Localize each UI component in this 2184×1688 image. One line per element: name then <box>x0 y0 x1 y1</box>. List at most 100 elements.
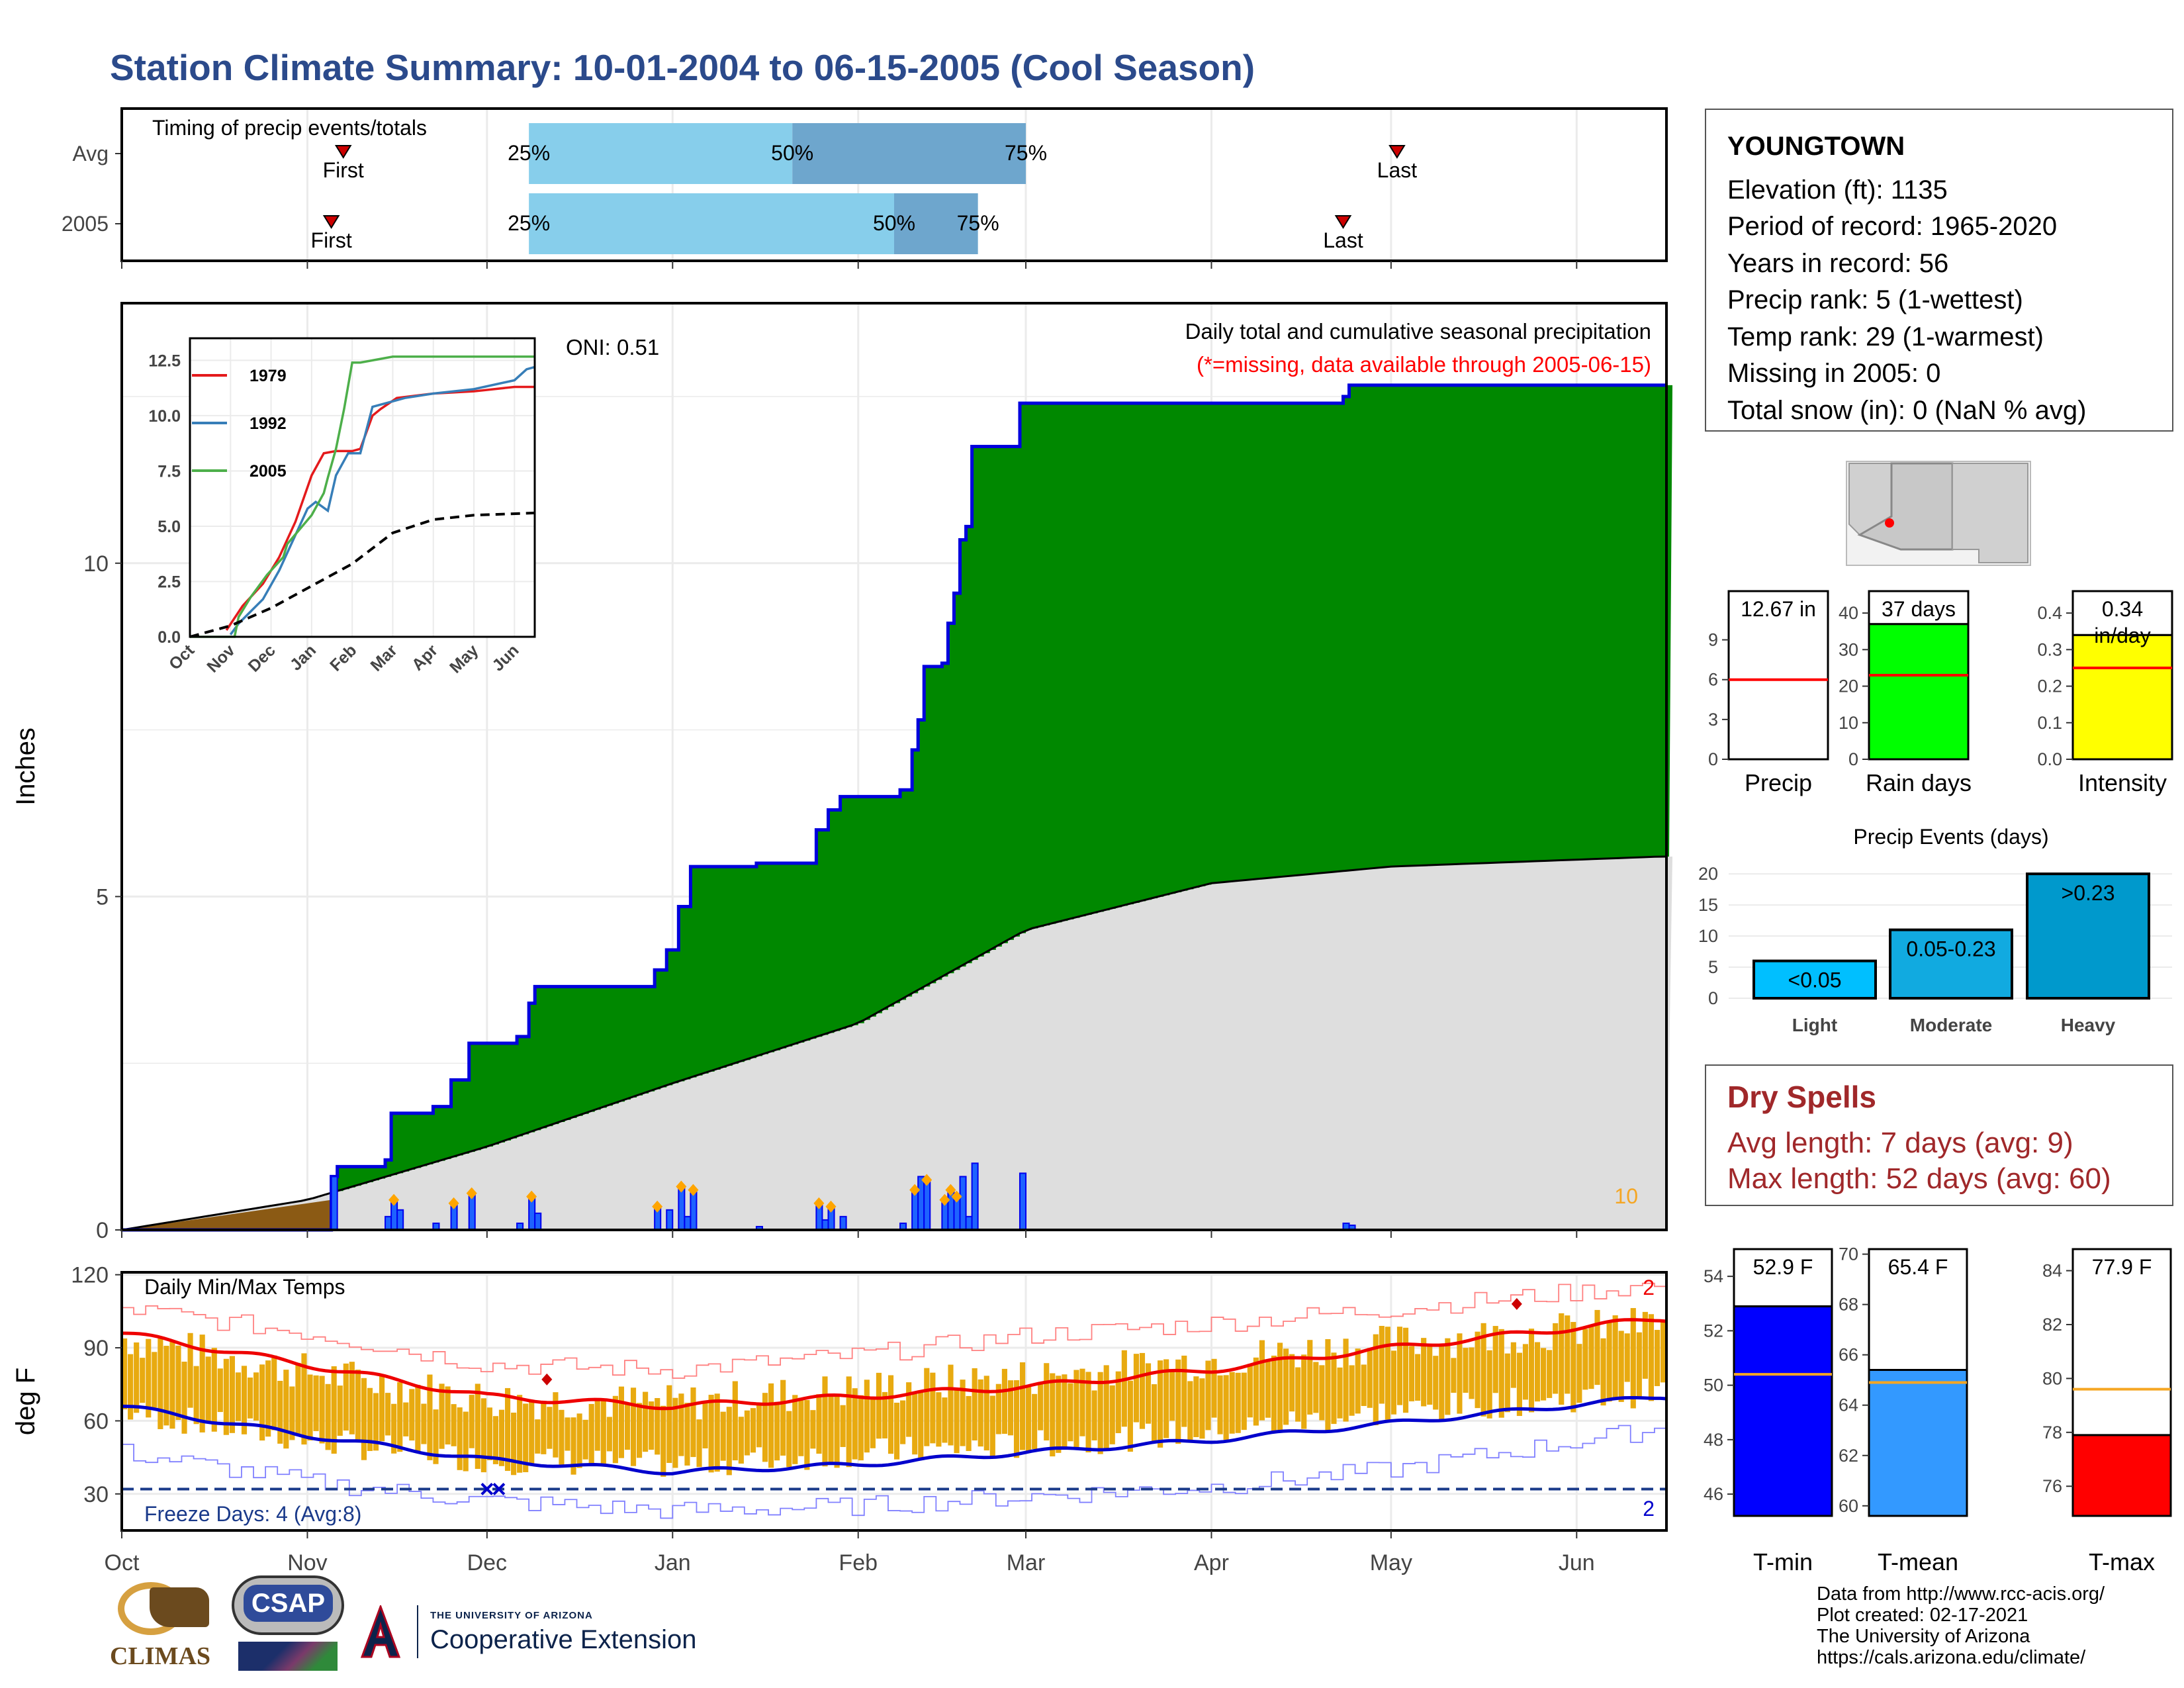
daily-temp-range-bar <box>1121 1350 1127 1427</box>
daily-temp-range-bar <box>655 1398 660 1455</box>
events-bar-label: 0.05-0.23 <box>1906 937 1995 961</box>
daily-temp-range-bar <box>1097 1372 1103 1454</box>
locator-map <box>1846 461 2031 566</box>
events-tick-label: 15 <box>1698 895 1718 915</box>
gauge-tick-label: 64 <box>1839 1395 1858 1415</box>
heavy-event-marker <box>951 1190 962 1203</box>
daily-temp-range-bar <box>475 1383 480 1469</box>
daily-temp-range-bar <box>1510 1342 1516 1388</box>
daily-temp-range-bar <box>433 1409 439 1464</box>
daily-precip-bar <box>690 1189 698 1231</box>
gauge-tick-label: 0.2 <box>2037 677 2062 696</box>
record-high-marker <box>541 1373 553 1385</box>
station-snow: Total snow (in): 0 (NaN % avg) <box>1727 395 2087 425</box>
daily-temp-range-bar <box>1001 1368 1007 1434</box>
main-y-tick-label: 10 <box>83 551 109 577</box>
daily-temp-range-bar <box>612 1395 618 1464</box>
daily-temp-range-bar <box>1331 1352 1337 1425</box>
daily-precip-bar <box>385 1215 392 1231</box>
daily-temp-range-bar <box>1229 1372 1235 1434</box>
x-axis-month-label: Oct <box>105 1550 140 1575</box>
daily-temp-range-bar <box>541 1402 547 1454</box>
timing-pct-label: 25% <box>508 141 550 165</box>
daily-temp-range-bar <box>1019 1362 1026 1450</box>
gauge-value-bar <box>2071 1434 2172 1517</box>
gauge-tick-label: 70 <box>1839 1244 1858 1264</box>
temp-y-tick-label: 30 <box>83 1482 109 1507</box>
daily-temp-range-bar <box>1013 1380 1020 1458</box>
dry-spells-panel: Dry Spells Avg length: 7 days (avg: 9) M… <box>1705 1064 2173 1206</box>
daily-temp-range-bar <box>463 1411 469 1472</box>
daily-temp-range-bar <box>517 1395 523 1473</box>
daily-temp-range-bar <box>355 1370 361 1442</box>
inset-y-tick-label: 0.0 <box>158 628 181 647</box>
daily-temp-range-bar <box>1553 1323 1559 1394</box>
daily-temp-range-bar <box>1409 1346 1415 1401</box>
daily-temp-range-bar <box>259 1364 265 1441</box>
gauge-tick-label: 40 <box>1839 603 1858 623</box>
heavy-event-marker <box>466 1187 477 1199</box>
heavy-event-marker <box>921 1174 933 1186</box>
inset-legend-label: 2005 <box>250 462 287 481</box>
gauge-tick-label: 0.0 <box>2037 749 2062 769</box>
daily-temp-range-bar <box>1355 1348 1361 1414</box>
events-category-label: Moderate <box>1910 1015 1992 1035</box>
gauge-tick-label: 50 <box>1704 1376 1723 1395</box>
daily-temp-range-bar <box>1158 1360 1163 1448</box>
gauge-tick-label: 0 <box>1708 749 1718 769</box>
daily-temp-range-bar <box>1588 1325 1594 1389</box>
daily-temp-range-bar <box>1187 1381 1193 1440</box>
timing-bar-50-75 <box>792 123 1026 184</box>
daily-temp-range-bar <box>798 1397 804 1456</box>
daily-temp-range-bar <box>1541 1348 1547 1401</box>
gauge-tick-label: 30 <box>1839 639 1858 659</box>
daily-temp-range-bar <box>1289 1354 1295 1412</box>
record-low-marker <box>480 1483 494 1495</box>
daily-temp-range-bar <box>1133 1354 1140 1423</box>
daily-temp-range-bar <box>1427 1346 1433 1405</box>
daily-temp-range-bar <box>983 1376 989 1451</box>
timing-pct-label: 75% <box>1005 141 1047 165</box>
inset-series-line <box>229 365 535 635</box>
heavy-event-marker <box>909 1184 921 1196</box>
daily-temp-range-bar <box>1193 1376 1199 1437</box>
daily-temp-range-bar <box>1277 1342 1283 1431</box>
daily-temp-range-bar <box>1295 1367 1301 1422</box>
daily-temp-range-bar <box>1559 1313 1565 1405</box>
gauge-value-bar <box>1727 590 1829 761</box>
gauge-value-label: 37 days <box>1882 597 1956 621</box>
events-tick-label: 0 <box>1708 988 1718 1008</box>
daily-temp-range-bar <box>265 1360 271 1437</box>
events-category-label: Light <box>1792 1015 1837 1035</box>
daily-temp-range-bar <box>1660 1321 1666 1383</box>
events-bar <box>2026 872 2150 1000</box>
temp-panel-title: Daily Min/Max Temps <box>144 1275 345 1299</box>
gauge-tick-label: 10 <box>1839 713 1858 733</box>
daily-temp-range-bar <box>660 1405 666 1477</box>
daily-temp-range-bar <box>1181 1355 1187 1427</box>
daily-temp-range-bar <box>582 1419 588 1460</box>
daily-temp-range-bar <box>1504 1353 1510 1413</box>
daily-temp-range-bar <box>175 1345 181 1421</box>
daily-temp-range-bar <box>1259 1340 1265 1421</box>
daily-temp-range-bar <box>241 1366 248 1434</box>
gauge-value-label: 77.9 F <box>2092 1255 2152 1279</box>
daily-temp-range-bar <box>810 1410 816 1449</box>
daily-temp-range-bar <box>1307 1340 1313 1415</box>
daily-temp-range-bar <box>643 1391 649 1452</box>
x-axis-month-label: Feb <box>839 1550 878 1575</box>
daily-temp-range-bar <box>1528 1329 1535 1413</box>
daily-temp-range-bar <box>1469 1347 1475 1399</box>
daily-temp-range-bar <box>331 1366 337 1454</box>
daily-temp-range-bar <box>367 1387 373 1451</box>
daily-temp-range-bar <box>1026 1387 1032 1453</box>
daily-temp-range-bar <box>1385 1327 1390 1420</box>
daily-temp-range-bar <box>1576 1344 1582 1403</box>
daily-temp-range-bar <box>1390 1350 1397 1415</box>
daily-temp-range-bar <box>708 1395 714 1473</box>
daily-temp-range-bar <box>918 1391 924 1460</box>
daily-temp-range-bar <box>337 1385 343 1436</box>
events-bar <box>1752 959 1877 1000</box>
daily-temp-range-bar <box>1163 1359 1169 1438</box>
